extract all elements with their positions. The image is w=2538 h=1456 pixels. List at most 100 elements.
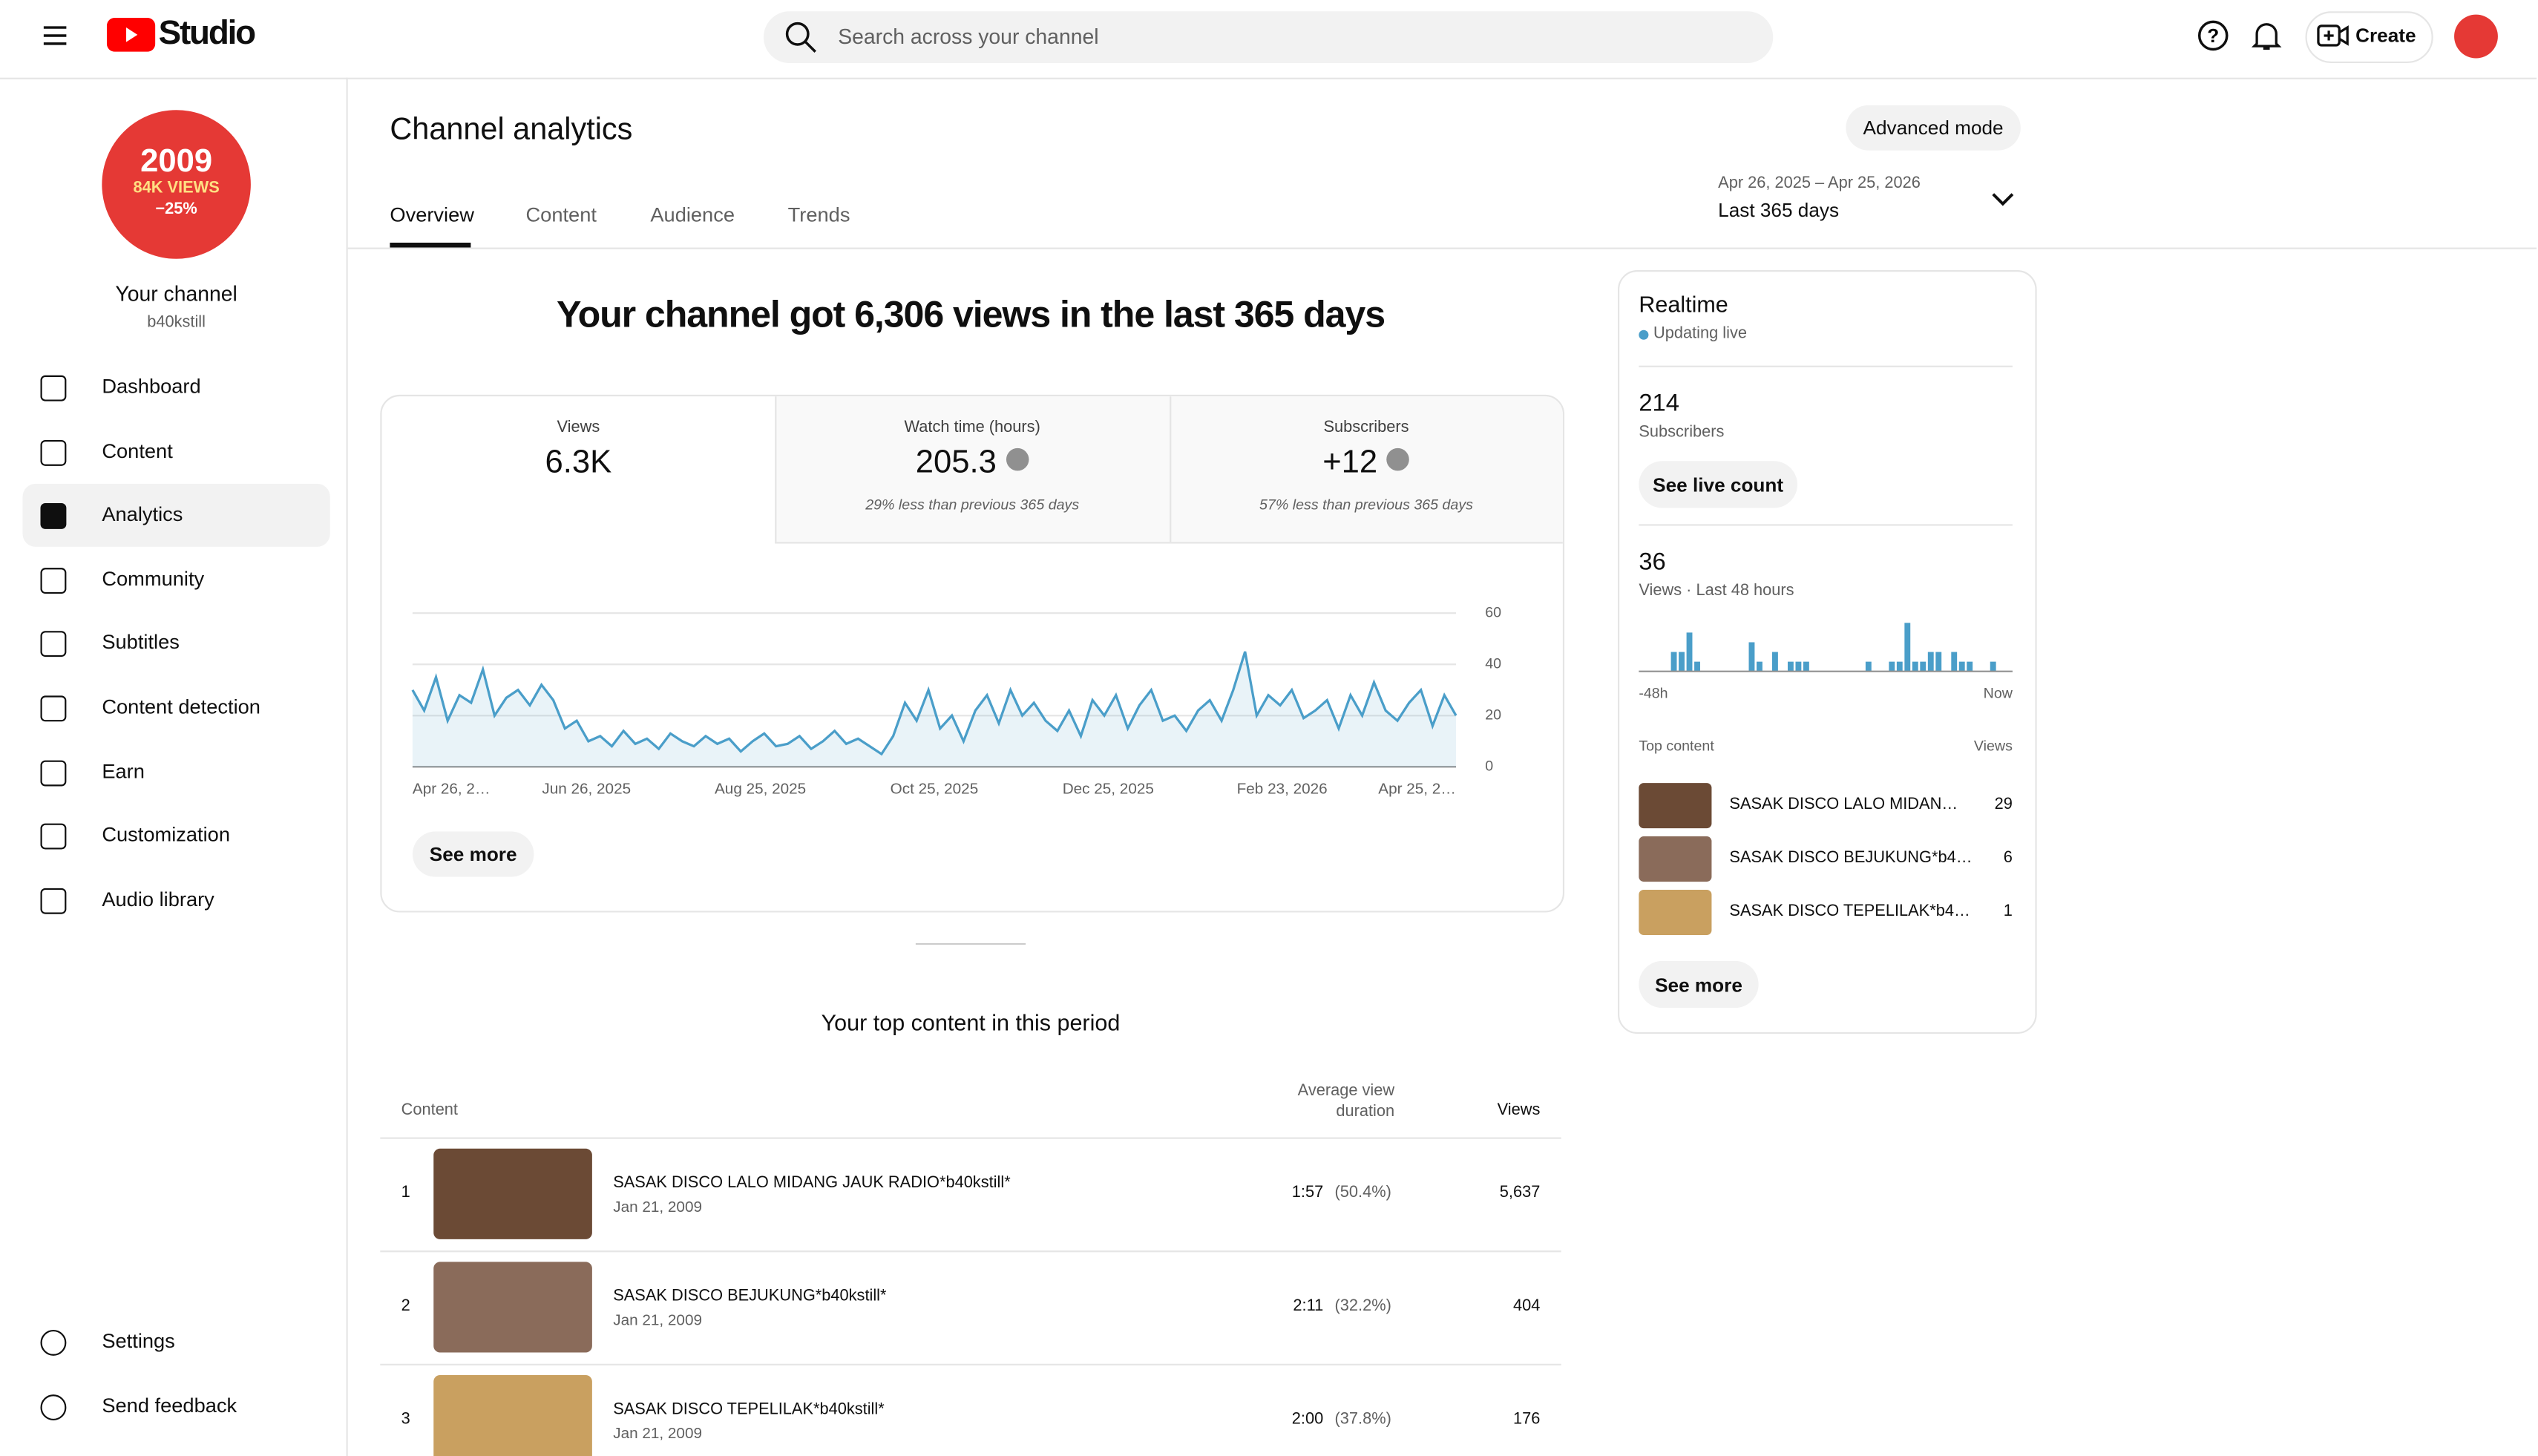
bar (1748, 642, 1755, 672)
thumbnail[interactable] (433, 1262, 592, 1353)
metric-note: 57% less than previous 365 days (1259, 496, 1473, 514)
video-title[interactable]: SASAK DISCO BEJUKUNG*b4… (1729, 849, 1973, 868)
help-icon[interactable]: ? (2197, 19, 2229, 52)
notifications-icon[interactable] (2250, 19, 2283, 52)
rank: 3 (401, 1410, 410, 1429)
tab[interactable]: Overview (390, 203, 474, 227)
video-views: 1 (2003, 902, 2013, 921)
create-label[interactable]: Create (2355, 24, 2416, 47)
rank: 1 (401, 1184, 410, 1202)
date-range[interactable]: Apr 26, 2025 – Apr 25, 2026 (1718, 174, 1921, 193)
avg-percent: (32.2%) (1334, 1297, 1391, 1316)
section-title: Your top content in this period (821, 1009, 1121, 1036)
video-views: 29 (1994, 796, 2013, 814)
date-period[interactable]: Last 365 days (1718, 199, 1840, 222)
nav-item[interactable]: Dashboard (102, 375, 201, 399)
date-dropdown-icon[interactable] (1992, 191, 2015, 207)
views-count: 36 (1639, 548, 1666, 577)
video-date: Jan 21, 2009 (613, 1311, 702, 1330)
avg-duration: 2:11 (1293, 1297, 1324, 1316)
nav-item[interactable]: Customization (102, 824, 231, 847)
tab[interactable]: Trends (787, 203, 850, 227)
bar (1787, 661, 1794, 672)
nav-icon[interactable] (40, 1394, 67, 1420)
nav-item[interactable]: Settings (102, 1329, 175, 1353)
menu-icon[interactable] (42, 23, 68, 49)
video-title[interactable]: SASAK DISCO TEPELILAK*b40kstill* (613, 1400, 885, 1419)
y-tick-label: 40 (1485, 655, 1501, 672)
nav-item[interactable]: Content (102, 439, 173, 462)
nav-item[interactable]: Audio library (102, 888, 214, 911)
metric-value-text: 205.3 (915, 445, 997, 481)
nav-icon[interactable] (40, 824, 67, 850)
video-title[interactable]: SASAK DISCO TEPELILAK*b4… (1729, 902, 1970, 921)
nav-icon[interactable] (40, 375, 67, 401)
nav-item[interactable]: Earn (102, 759, 145, 783)
nav-icon[interactable] (40, 567, 67, 594)
bar (1967, 661, 1973, 672)
see-live-count-button[interactable]: See live count (1639, 461, 1797, 508)
row-divider (380, 1250, 1561, 1253)
avatar-line: 2009 (140, 144, 213, 180)
metric-card-bg (775, 396, 1563, 544)
video-title[interactable]: SASAK DISCO LALO MIDAN… (1729, 796, 1958, 814)
create-icon (2317, 24, 2349, 47)
nav-icon[interactable] (40, 503, 67, 530)
metric-value: +12 (1170, 445, 1563, 482)
tab[interactable]: Content (525, 203, 597, 227)
metric-label: Views (557, 419, 600, 437)
search-placeholder[interactable]: Search across your channel (838, 24, 1099, 49)
thumbnail[interactable] (433, 1375, 592, 1456)
views: 404 (1512, 1297, 1541, 1316)
thumbnail[interactable] (1639, 890, 1712, 936)
bar (1795, 661, 1802, 672)
down-arrow-icon (1387, 447, 1410, 471)
nav-item[interactable]: Community (102, 567, 205, 591)
account-avatar[interactable] (2454, 14, 2498, 59)
page-title: Channel analytics (390, 113, 633, 148)
thumbnail[interactable] (1639, 836, 1712, 882)
logo-text[interactable]: Studio (158, 14, 257, 52)
thumbnail[interactable] (433, 1148, 592, 1239)
nav-icon[interactable] (40, 1329, 67, 1356)
views-line (411, 651, 1457, 756)
nav-item[interactable]: Subtitles (102, 632, 180, 655)
metric-value: 205.3 (776, 445, 1169, 482)
bar (1803, 661, 1809, 672)
channel-name: Your channel (115, 281, 237, 306)
live-dot (1639, 329, 1649, 340)
x-tick-label: Feb 23, 2026 (1237, 780, 1328, 797)
nav-item[interactable]: Send feedback (102, 1394, 237, 1417)
nav-icon[interactable] (40, 632, 67, 658)
logo-icon[interactable] (106, 17, 156, 52)
create-button[interactable] (2305, 11, 2433, 64)
column-header: Average view duration (1297, 1082, 1395, 1121)
thumbnail[interactable] (1639, 783, 1712, 829)
see-more-button[interactable]: See more (412, 831, 534, 877)
tabs-divider (347, 247, 2537, 249)
see-more-button[interactable]: See more (1639, 960, 1759, 1009)
top-bar (0, 0, 2537, 79)
realtime-status: Updating live (1653, 325, 1747, 344)
nav-icon[interactable] (40, 888, 67, 914)
nav-icon[interactable] (40, 695, 67, 722)
search-box[interactable] (763, 11, 1774, 64)
channel-avatar[interactable]: 2009 84K VIEWS −25% (102, 110, 251, 259)
nav-item[interactable]: Analytics (102, 503, 183, 526)
nav-icon[interactable] (40, 439, 67, 465)
y-tick-label: 60 (1485, 604, 1501, 620)
avg-duration: 1:57 (1291, 1184, 1324, 1202)
video-title[interactable]: SASAK DISCO LALO MIDANG JAUK RADIO*b40ks… (613, 1174, 1011, 1193)
video-views: 6 (2003, 849, 2013, 868)
nav-icon[interactable] (40, 759, 67, 786)
video-title[interactable]: SASAK DISCO BEJUKUNG*b40kstill* (613, 1288, 887, 1306)
tab[interactable]: Audience (650, 203, 735, 227)
advanced-mode-button[interactable]: Advanced mode (1846, 105, 2021, 151)
metric-label: Watch time (hours) (904, 419, 1040, 437)
y-tick-label: 20 (1485, 706, 1501, 723)
bar (1679, 652, 1685, 672)
metric-value-text: 6.3K (545, 445, 612, 481)
nav-item[interactable]: Content detection (102, 695, 260, 718)
overview-card (380, 394, 1565, 913)
